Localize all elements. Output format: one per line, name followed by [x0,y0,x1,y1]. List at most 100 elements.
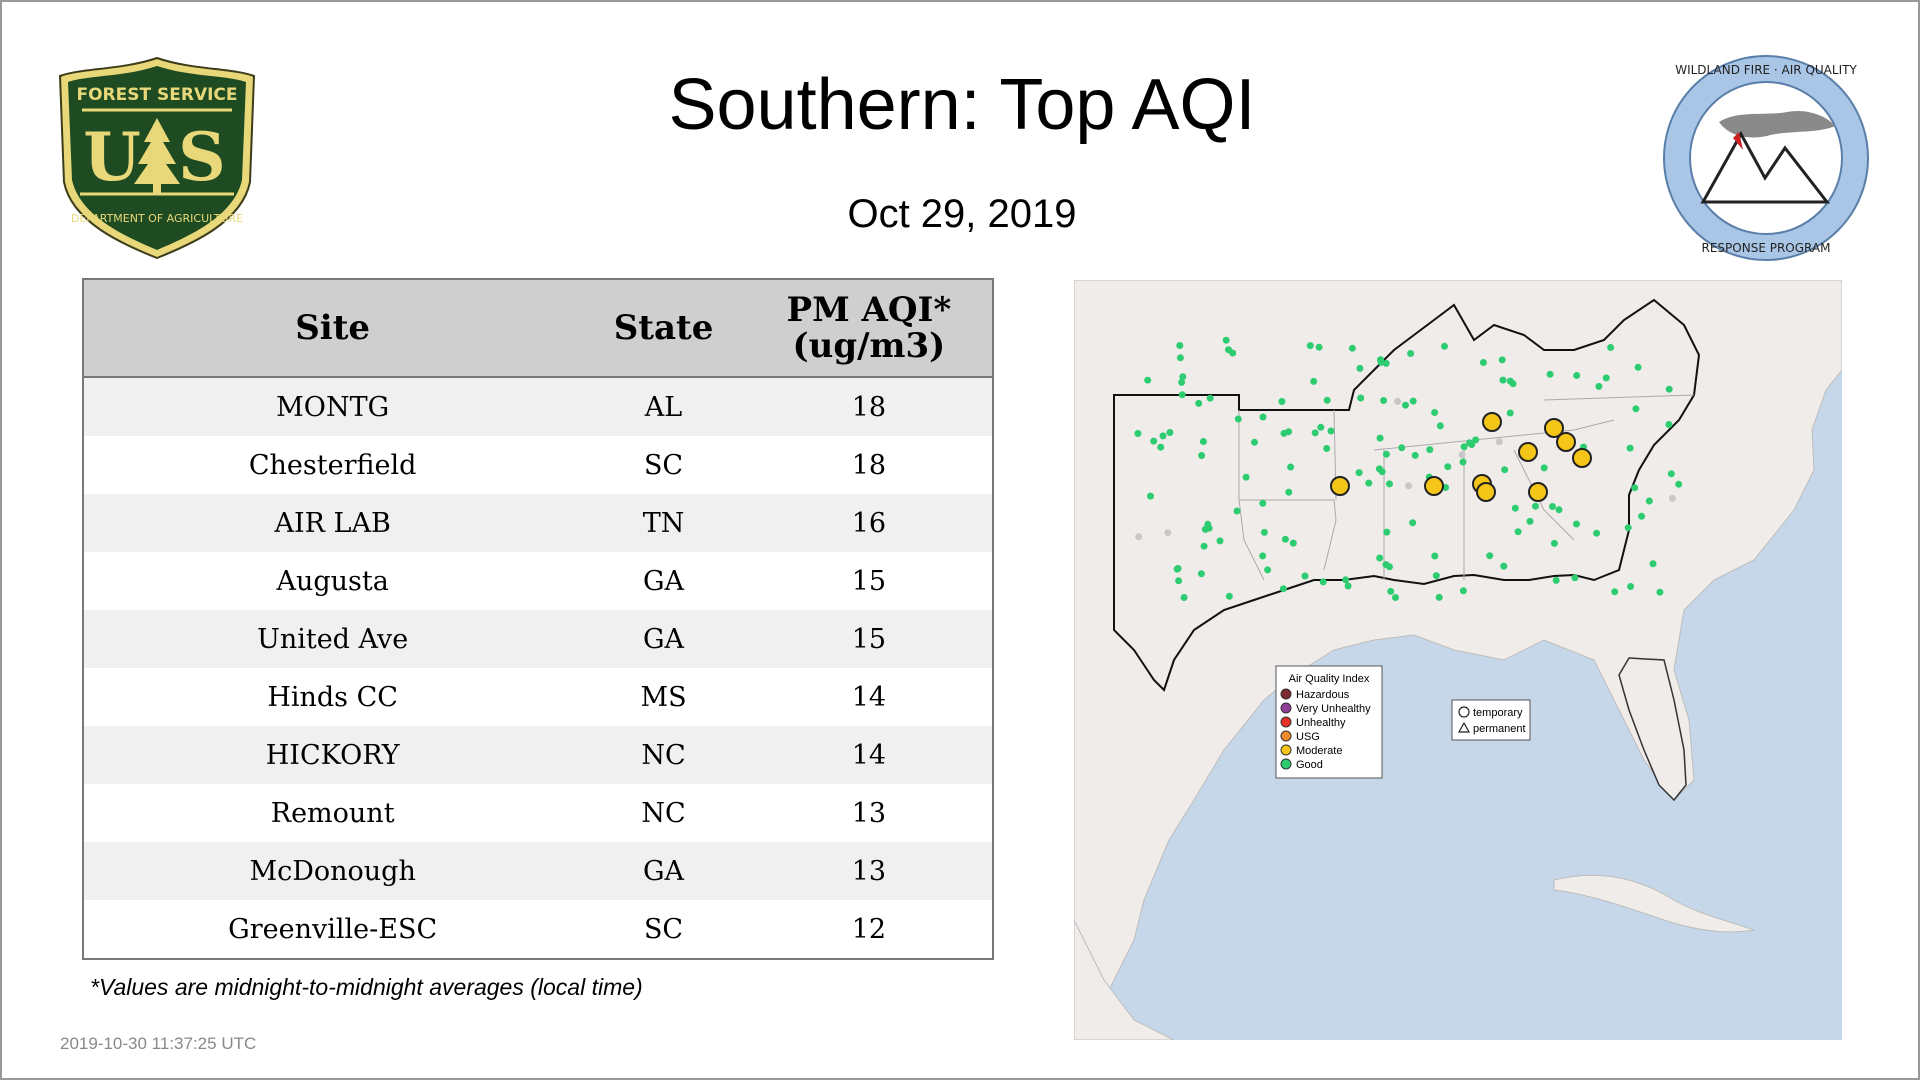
monitor-point [1150,437,1158,445]
legend-swatch [1280,758,1292,770]
shape-legend-permanent: permanent [1473,723,1526,735]
table-row: United Ave GA 15 [83,610,993,668]
generated-timestamp: 2019-10-30 11:37:25 UTC [60,1034,257,1053]
monitor-point [1179,373,1187,381]
cell-value: 14 [745,668,993,726]
monitor-point [1327,427,1335,435]
monitor-point [1526,517,1534,525]
monitor-point [1624,524,1632,532]
table-row: Greenville-ESC SC 12 [83,900,993,959]
monitor-point [1459,587,1467,595]
cell-site: Chesterfield [83,436,582,494]
legend-label: Good [1296,759,1323,771]
legend-label: Hazardous [1296,689,1350,701]
logo-wf-bottom-text: RESPONSE PROGRAM [1702,241,1831,255]
monitor-point [1285,488,1293,496]
monitor-point [1460,443,1468,451]
monitor-point [1279,585,1287,593]
cell-site: HICKORY [83,726,582,784]
monitor-point [1593,529,1601,537]
monitor-point [1627,583,1635,590]
monitor-point [1285,428,1293,436]
legend-label: Very Unhealthy [1296,703,1371,715]
monitor-point [1317,423,1325,431]
map-land [1074,280,1842,1040]
cell-state: AL [581,377,746,436]
monitor-point [1176,354,1184,362]
monitor-point [1323,396,1331,404]
table-row: Augusta GA 15 [83,552,993,610]
wildland-fire-logo: WILDLAND FIRE · AIR QUALITY RESPONSE PRO… [1663,55,1869,261]
monitor-point [1665,385,1673,393]
monitor-point [1178,391,1186,399]
monitor-point [1264,566,1272,574]
monitor-point [1200,542,1208,550]
cell-value: 13 [745,842,993,900]
cell-state: NC [581,726,746,784]
legend-swatch [1280,716,1292,728]
svg-text:U: U [83,118,141,196]
moderate-site-marker [1528,482,1548,502]
moderate-site-marker [1544,418,1564,438]
legend-title: Air Quality Index [1289,673,1370,685]
moderate-site-marker [1518,442,1538,462]
cell-site: Remount [83,784,582,842]
cell-state: NC [581,784,746,842]
monitor-point [1656,588,1664,596]
monitor-point [1669,494,1676,502]
map-cuba [1553,874,1755,933]
monitor-point [1645,497,1653,505]
monitor-point [1402,401,1409,409]
monitor-point [1632,405,1640,413]
monitor-point [1479,359,1487,366]
monitor-point [1319,578,1327,586]
monitor-point [1665,421,1673,428]
cell-value: 18 [745,436,993,494]
monitor-point [1175,577,1183,585]
monitor-point [1144,376,1152,384]
moderate-site-marker [1330,476,1350,496]
monitor-point [1432,572,1440,580]
aqi-legend: Air Quality Index Hazardous Very Unhealth… [1275,665,1383,779]
cell-value: 18 [745,377,993,436]
monitor-point [1301,572,1309,580]
cell-site: United Ave [83,610,582,668]
monitor-point [1405,482,1413,490]
monitor-point [1278,398,1286,405]
monitor-point [1499,376,1507,384]
header-state: State [581,279,746,378]
monitor-point [1649,560,1657,568]
footnote: *Values are midnight-to-midnight average… [90,974,643,1000]
logo-fs-bottom-text: DEPARTMENT OF AGRICULTURE [71,212,243,225]
monitor-point [1511,504,1519,512]
cell-state: SC [581,900,746,959]
legend-label: Moderate [1296,745,1342,757]
monitor-point [1387,587,1395,595]
cell-state: SC [581,436,746,494]
monitor-point [1407,350,1415,357]
monitor-point [1394,397,1402,405]
monitor-point [1206,394,1214,402]
cell-site: AIR LAB [83,494,582,552]
table-row: Remount NC 13 [83,784,993,842]
monitor-point [1382,450,1390,458]
monitor-point [1287,463,1295,471]
monitor-point [1259,413,1267,421]
table-header-row: Site State PM AQI* (ug/m3) [83,279,993,378]
monitor-point [1173,565,1181,573]
monitor-point [1638,512,1646,520]
table-row: Chesterfield SC 18 [83,436,993,494]
monitor-point [1357,394,1365,402]
monitor-point [1198,452,1206,459]
monitor-point [1435,593,1443,601]
cell-value: 14 [745,726,993,784]
cell-site: Hinds CC [83,668,582,726]
monitor-point [1310,377,1318,385]
monitor-point [1667,470,1675,478]
monitor-point [1466,439,1474,447]
monitor-point [1355,469,1363,477]
monitor-point [1506,409,1514,417]
monitor-point [1377,358,1385,366]
cell-value: 15 [745,610,993,668]
